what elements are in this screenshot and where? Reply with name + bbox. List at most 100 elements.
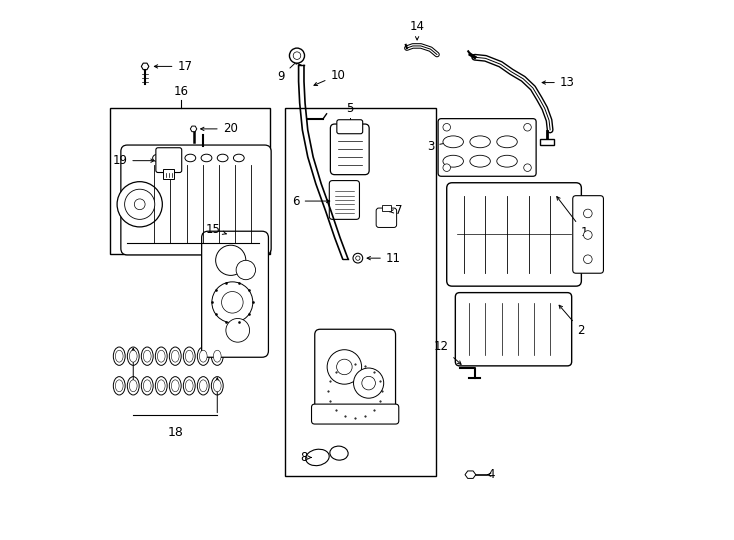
Ellipse shape: [157, 380, 165, 392]
Ellipse shape: [157, 350, 165, 362]
Ellipse shape: [233, 154, 244, 162]
Ellipse shape: [214, 380, 221, 392]
Text: 1: 1: [557, 197, 588, 239]
Ellipse shape: [443, 136, 463, 148]
Ellipse shape: [186, 380, 193, 392]
FancyBboxPatch shape: [573, 195, 603, 273]
FancyBboxPatch shape: [376, 208, 396, 227]
FancyBboxPatch shape: [330, 180, 360, 219]
Ellipse shape: [443, 156, 463, 167]
Ellipse shape: [129, 380, 137, 392]
Circle shape: [353, 253, 363, 263]
FancyBboxPatch shape: [315, 329, 396, 415]
Ellipse shape: [169, 154, 180, 162]
Circle shape: [584, 255, 592, 264]
Bar: [109, 109, 270, 254]
Ellipse shape: [156, 376, 167, 395]
Ellipse shape: [214, 350, 221, 362]
Ellipse shape: [143, 380, 151, 392]
Ellipse shape: [142, 347, 153, 366]
Ellipse shape: [127, 376, 139, 395]
Circle shape: [117, 181, 162, 227]
FancyBboxPatch shape: [156, 148, 182, 172]
Ellipse shape: [330, 446, 348, 460]
Circle shape: [134, 199, 145, 210]
Ellipse shape: [129, 350, 137, 362]
Polygon shape: [142, 63, 149, 70]
Ellipse shape: [153, 154, 164, 162]
Ellipse shape: [143, 350, 151, 362]
Ellipse shape: [497, 136, 517, 148]
Circle shape: [289, 48, 305, 63]
Ellipse shape: [497, 156, 517, 167]
Ellipse shape: [142, 376, 153, 395]
FancyBboxPatch shape: [447, 183, 581, 286]
Text: 14: 14: [410, 20, 424, 40]
Circle shape: [524, 124, 531, 131]
Bar: [382, 205, 390, 211]
Text: 9: 9: [277, 61, 297, 83]
Ellipse shape: [211, 347, 223, 366]
Circle shape: [584, 231, 592, 239]
FancyBboxPatch shape: [330, 124, 369, 174]
Bar: [285, 109, 436, 476]
Text: 19: 19: [112, 154, 154, 167]
Ellipse shape: [470, 136, 490, 148]
Circle shape: [222, 292, 243, 313]
Ellipse shape: [186, 350, 193, 362]
Ellipse shape: [200, 350, 207, 362]
Ellipse shape: [170, 376, 181, 395]
Text: 7: 7: [390, 204, 402, 217]
Text: 2: 2: [559, 305, 584, 337]
Bar: [540, 139, 554, 145]
Ellipse shape: [113, 376, 126, 395]
Text: 8: 8: [300, 451, 311, 464]
FancyBboxPatch shape: [337, 120, 363, 134]
FancyBboxPatch shape: [202, 231, 269, 357]
Polygon shape: [190, 126, 197, 132]
Ellipse shape: [201, 154, 212, 162]
Text: 6: 6: [292, 194, 330, 207]
Circle shape: [524, 164, 531, 171]
Text: 4: 4: [487, 468, 495, 481]
Ellipse shape: [172, 380, 179, 392]
Ellipse shape: [217, 154, 228, 162]
Ellipse shape: [184, 376, 195, 395]
Circle shape: [212, 282, 252, 323]
Ellipse shape: [172, 350, 179, 362]
FancyBboxPatch shape: [455, 293, 572, 366]
Text: 5: 5: [346, 103, 354, 116]
Text: 20: 20: [200, 123, 238, 136]
Polygon shape: [465, 471, 476, 478]
Ellipse shape: [211, 376, 223, 395]
FancyBboxPatch shape: [311, 404, 399, 424]
Circle shape: [216, 245, 246, 275]
Text: 17: 17: [154, 60, 192, 73]
Text: 13: 13: [542, 76, 575, 89]
Circle shape: [236, 260, 255, 280]
Text: 18: 18: [167, 426, 184, 439]
Text: 11: 11: [367, 252, 401, 265]
Ellipse shape: [470, 156, 490, 167]
Circle shape: [354, 368, 384, 398]
Ellipse shape: [115, 380, 123, 392]
Ellipse shape: [115, 350, 123, 362]
Ellipse shape: [197, 347, 209, 366]
Circle shape: [443, 164, 451, 171]
Bar: [164, 169, 174, 179]
Circle shape: [356, 256, 360, 260]
Ellipse shape: [197, 376, 209, 395]
FancyBboxPatch shape: [438, 119, 536, 176]
Ellipse shape: [156, 347, 167, 366]
Circle shape: [337, 359, 352, 375]
Circle shape: [125, 189, 155, 219]
Text: 16: 16: [174, 85, 189, 98]
FancyBboxPatch shape: [121, 145, 271, 255]
Circle shape: [362, 376, 375, 390]
Ellipse shape: [113, 347, 126, 366]
Text: 10: 10: [314, 69, 345, 85]
Circle shape: [584, 209, 592, 218]
Circle shape: [443, 124, 451, 131]
Ellipse shape: [184, 347, 195, 366]
Ellipse shape: [127, 347, 139, 366]
